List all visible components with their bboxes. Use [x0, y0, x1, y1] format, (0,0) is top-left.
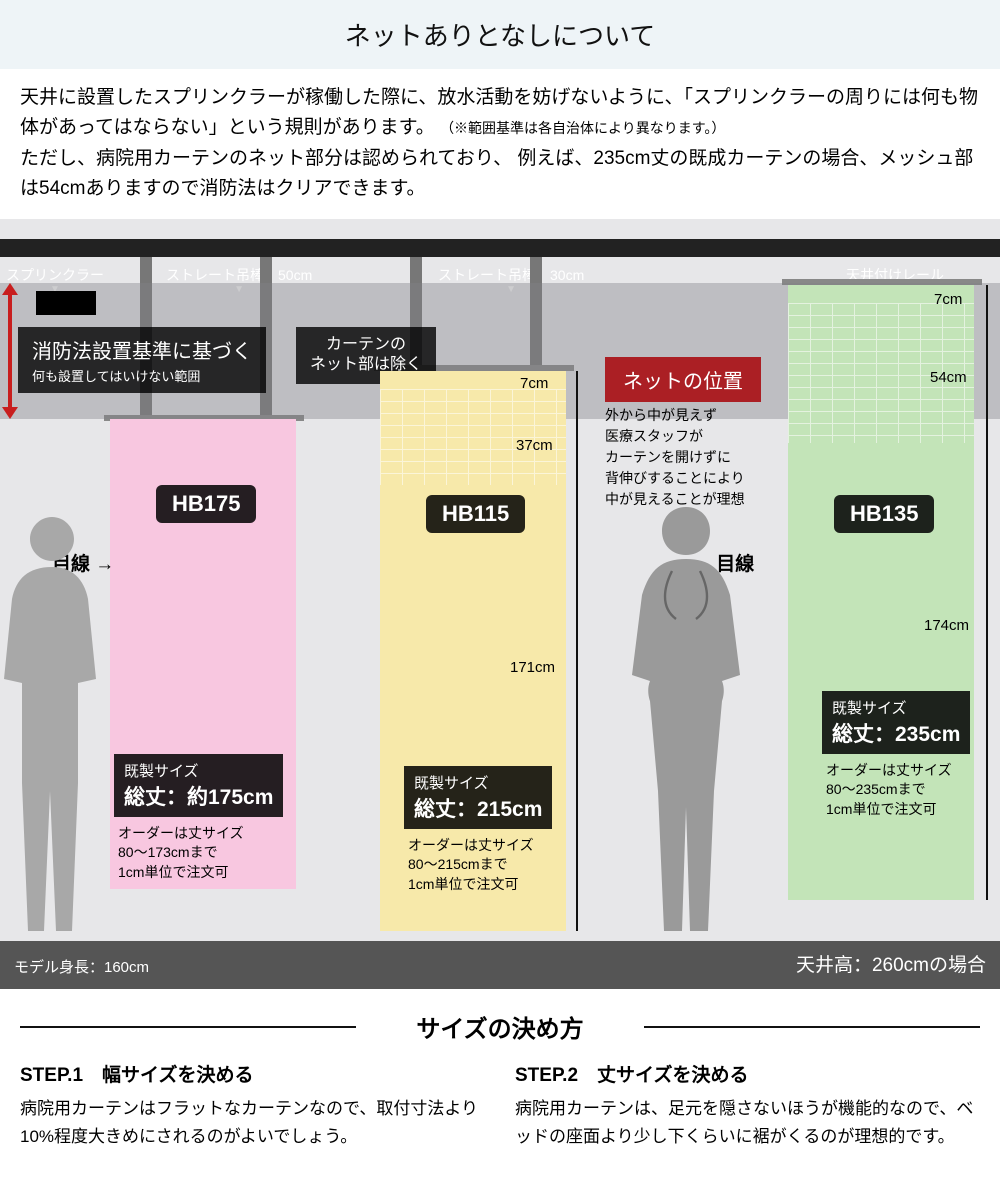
- dim-net: 54cm: [930, 369, 967, 386]
- size-label: 既製サイズ: [124, 760, 273, 781]
- order-info: オーダーは丈サイズ 80〜215cmまで 1cm単位で注文可: [408, 836, 534, 895]
- dim-body: 174cm: [924, 617, 969, 634]
- curtain-hb115: HB115 既製サイズ 総丈：215cm オーダーは丈サイズ 80〜215cmま…: [380, 371, 566, 931]
- step-heading: STEP.2 丈サイズを決める: [515, 1060, 980, 1087]
- size-total: 総丈：215cm: [414, 793, 542, 823]
- page-title: ネットありとなしについて: [0, 0, 1000, 69]
- dim-body: 171cm: [510, 659, 555, 676]
- size-total: 総丈：約175cm: [124, 781, 273, 811]
- curtain-hb175: HB175 既製サイズ 総丈：約175cm オーダーは丈サイズ 80〜173cm…: [110, 419, 296, 889]
- size-box: 既製サイズ 総丈：215cm: [404, 766, 552, 829]
- step-body: 病院用カーテンはフラットなカーテンなので、取付寸法より10%程度大きめにされるの…: [20, 1095, 485, 1151]
- net-position-desc: 外から中が見えず 医療スタッフが カーテンを開けずに 背伸びすることにより 中が…: [605, 405, 745, 510]
- size-total: 総丈：235cm: [832, 718, 960, 748]
- fire-law-sub: 何も設置してはいけない範囲: [32, 366, 252, 385]
- size-label: 既製サイズ: [414, 772, 542, 793]
- model-height: モデル身長：160cm: [14, 956, 149, 977]
- diagram: スプリンクラー ストレート吊棒：50cm ストレート吊棒：30cm 天井付けレー…: [0, 219, 1000, 989]
- curtain-badge: HB175: [156, 485, 256, 523]
- person-nurse-silhouette: [616, 507, 756, 937]
- step-1: STEP.1 幅サイズを決める 病院用カーテンはフラットなカーテンなので、取付寸…: [20, 1060, 485, 1151]
- person-silhouette: [0, 517, 112, 937]
- dim-top: 7cm: [934, 291, 962, 308]
- order-info: オーダーは丈サイズ 80〜173cmまで 1cm単位で注文可: [118, 824, 244, 883]
- intro: 天井に設置したスプリンクラーが稼働した際に、放水活動を妨げないように、「スプリン…: [0, 69, 1000, 219]
- size-label: 既製サイズ: [832, 697, 960, 718]
- curtain-badge: HB115: [426, 495, 525, 533]
- step-body: 病院用カーテンは、足元を隠さないほうが機能的なので、ベッドの座面より少し下くらい…: [515, 1095, 980, 1151]
- sprinkler-icon: [36, 291, 96, 315]
- net-position-label: ネットの位置: [605, 357, 761, 402]
- sizing-steps: STEP.1 幅サイズを決める 病院用カーテンはフラットなカーテンなので、取付寸…: [20, 1060, 980, 1151]
- curtain-badge: HB135: [834, 495, 934, 533]
- intro-note: （※範囲基準は各自治体により異なります。）: [440, 120, 725, 136]
- ceiling: [0, 239, 1000, 257]
- size-box: 既製サイズ 総丈：235cm: [822, 691, 970, 754]
- dim-net: 37cm: [516, 437, 553, 454]
- fire-law-main: 消防法設置基準に基づく: [32, 341, 252, 363]
- dim-line: [576, 371, 578, 931]
- dim-line: [986, 285, 988, 900]
- step-heading: STEP.1 幅サイズを決める: [20, 1060, 485, 1087]
- order-info: オーダーは丈サイズ 80〜235cmまで 1cm単位で注文可: [826, 761, 952, 820]
- fire-law-arrow: [2, 283, 18, 419]
- sizing-section: サイズの決め方 STEP.1 幅サイズを決める 病院用カーテンはフラットなカーテ…: [0, 989, 1000, 1171]
- intro-p2: ただし、病院用カーテンのネット部分は認められており、 例えば、235cm丈の既成…: [20, 148, 973, 199]
- ceiling-height: 天井高：260cmの場合: [796, 950, 986, 977]
- dim-top: 7cm: [520, 375, 548, 392]
- step-2: STEP.2 丈サイズを決める 病院用カーテンは、足元を隠さないほうが機能的なの…: [515, 1060, 980, 1151]
- sizing-title: サイズの決め方: [20, 1009, 980, 1044]
- fire-law-box: 消防法設置基準に基づく 何も設置してはいけない範囲: [18, 327, 266, 393]
- diagram-footer: モデル身長：160cm 天井高：260cmの場合: [0, 941, 1000, 989]
- size-box: 既製サイズ 総丈：約175cm: [114, 754, 283, 817]
